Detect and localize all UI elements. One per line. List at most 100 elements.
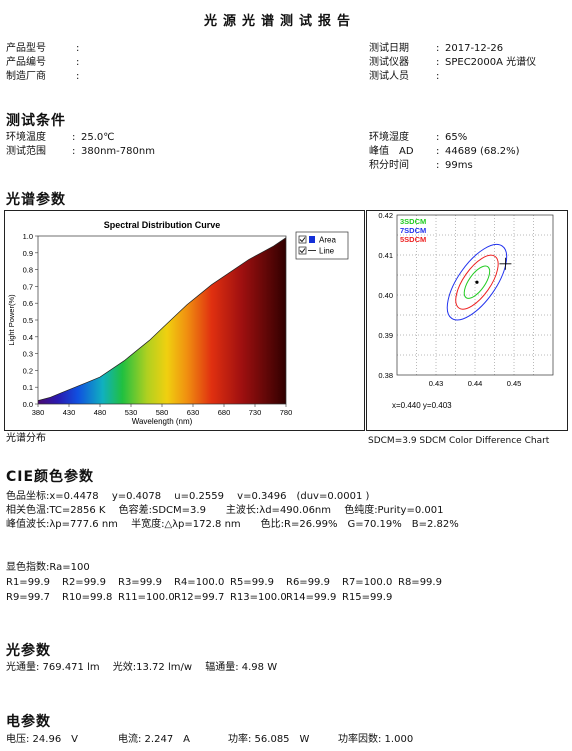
condition-label: 环境温度 bbox=[6, 132, 46, 143]
spd-y-axis-label: Light Power(%) bbox=[7, 294, 16, 346]
test-info-colon: : bbox=[436, 71, 440, 82]
condition-colon: : bbox=[436, 160, 440, 171]
spd-y-tick-label: 0.2 bbox=[23, 366, 33, 375]
cri-value: R3=99.9 bbox=[118, 577, 162, 588]
spd-y-tick-label: 1.0 bbox=[23, 232, 33, 241]
sdcm-x-tick-label: 0.45 bbox=[507, 379, 522, 388]
chromaticity-line: 色品坐标:x=0.4478 y=0.4078 u=0.2559 v=0.3496… bbox=[6, 491, 370, 502]
spectrum-area bbox=[38, 237, 286, 404]
cri-value: R10=99.8 bbox=[62, 592, 113, 603]
cri-value: R13=100.0 bbox=[230, 592, 287, 603]
peak-line: 峰值波长:λp=777.6 nm 半宽度:△λp=172.8 nm 色比:R=2… bbox=[6, 519, 459, 530]
sdcm-y-tick-label: 0.40 bbox=[378, 291, 393, 300]
spd-y-tick-label: 0.6 bbox=[23, 299, 33, 308]
spd-y-tick-label: 0.5 bbox=[23, 316, 33, 325]
spd-y-tick-label: 0.1 bbox=[23, 383, 33, 392]
condition-label: 环境湿度 bbox=[369, 132, 409, 143]
sdcm-caption: SDCM=3.9 SDCM Color Difference Chart bbox=[368, 436, 550, 446]
spd-y-tick-label: 0.9 bbox=[23, 249, 33, 258]
condition-value: 65% bbox=[445, 132, 468, 143]
electrical-value: 功率因数: 1.000 bbox=[338, 734, 414, 745]
conditions-heading: 测试条件 bbox=[6, 113, 66, 129]
sdcm-ellipse-7sdcm bbox=[446, 243, 508, 321]
spectral-distribution-chart: Spectral Distribution Curve 0.0 0.1 0.2 0.3 0… bbox=[7, 220, 349, 426]
sdcm-legend-label: 5SDCM bbox=[400, 235, 426, 244]
spectrum-caption: 光谱分布 bbox=[6, 433, 46, 444]
cri-value: R15=99.9 bbox=[342, 592, 393, 603]
product-info-colon: : bbox=[76, 43, 80, 54]
test-info-label: 测试日期 bbox=[369, 43, 409, 54]
cri-ra: 显色指数:Ra=100 bbox=[6, 562, 90, 573]
test-info-label: 测试仪器 bbox=[369, 57, 409, 68]
sdcm-legend-label: 3SDCM bbox=[400, 217, 426, 226]
condition-colon: : bbox=[72, 146, 76, 157]
sdcm-chart-panel: 0.42 0.41 0.40 0.39 0.38 0.43 0.44 0.45 3SDCM 7SD… bbox=[366, 210, 568, 431]
sdcm-plot-frame bbox=[396, 214, 554, 376]
cri-value: R4=100.0 bbox=[174, 577, 225, 588]
cri-value: R9=99.7 bbox=[6, 592, 50, 603]
checkmark-icon bbox=[299, 248, 306, 254]
spd-x-tick-label: 780 bbox=[280, 408, 293, 417]
cri-value: R5=99.9 bbox=[230, 577, 274, 588]
condition-colon: : bbox=[436, 146, 440, 157]
electrical-value: 电流: 2.247 A bbox=[118, 734, 191, 745]
legend-label: Line bbox=[319, 247, 335, 256]
product-info-colon: : bbox=[76, 71, 80, 82]
sdcm-ellipse-3sdcm bbox=[463, 265, 491, 299]
product-info-label: 制造厂商 bbox=[6, 71, 46, 82]
product-info-label: 产品编号 bbox=[6, 57, 46, 68]
test-info-value: 2017-12-26 bbox=[445, 43, 504, 54]
spectrum-line bbox=[37, 237, 287, 401]
sdcm-y-tick-label: 0.42 bbox=[378, 211, 393, 220]
condition-value: 380nm-780nm bbox=[81, 146, 155, 157]
spd-x-axis-label: Wavelength (nm) bbox=[132, 417, 193, 426]
condition-value: 44689 (68.2%) bbox=[445, 146, 520, 157]
condition-colon: : bbox=[436, 132, 440, 143]
checkmark-icon bbox=[299, 237, 306, 243]
condition-label: 测试范围 bbox=[6, 146, 46, 157]
spd-x-tick-label: 530 bbox=[125, 408, 138, 417]
spd-x-tick-label: 380 bbox=[32, 408, 45, 417]
spd-y-tick-label: 0.3 bbox=[23, 350, 33, 359]
cie-heading: CIE颜色参数 bbox=[6, 469, 95, 485]
cri-value: R2=99.9 bbox=[62, 577, 106, 588]
cri-value: R8=99.9 bbox=[398, 577, 442, 588]
condition-value: 25.0℃ bbox=[81, 132, 115, 143]
product-info-label: 产品型号 bbox=[6, 43, 46, 54]
legend-checkbox bbox=[298, 246, 307, 255]
sdcm-y-tick-label: 0.41 bbox=[378, 251, 393, 260]
spd-x-tick-label: 630 bbox=[187, 408, 200, 417]
optical-heading: 光参数 bbox=[6, 643, 51, 659]
spd-y-tick-label: 0.8 bbox=[23, 266, 33, 275]
cri-value: R12=99.7 bbox=[174, 592, 225, 603]
cri-value: R6=99.9 bbox=[286, 577, 330, 588]
cri-value: R1=99.9 bbox=[6, 577, 50, 588]
spd-x-tick-label: 480 bbox=[94, 408, 107, 417]
spd-title: Spectral Distribution Curve bbox=[104, 220, 221, 230]
cct-line: 相关色温:TC=2856 K 色容差:SDCM=3.9 主波长:λd=490.0… bbox=[6, 505, 444, 516]
cri-value: R11=100.0 bbox=[118, 592, 175, 603]
spd-x-tick-label: 430 bbox=[63, 408, 76, 417]
legend-label: Area bbox=[319, 236, 336, 245]
sdcm-measured-point bbox=[499, 257, 512, 270]
spectrum-chart-panel: Spectral Distribution Curve 0.0 0.1 0.2 0.3 0… bbox=[4, 210, 365, 431]
optical-line: 光通量: 769.471 lm 光效:13.72 lm/w 辐通量: 4.98 … bbox=[6, 662, 278, 673]
condition-label: 峰值 AD bbox=[369, 146, 414, 157]
sdcm-legend-label: 7SDCM bbox=[400, 226, 426, 235]
electrical-value: 电压: 24.96 V bbox=[6, 734, 79, 745]
sdcm-coordinate-readout: x=0.440 y=0.403 bbox=[392, 401, 452, 410]
report-title: 光源光谱测试报告 bbox=[204, 14, 357, 29]
cri-value: R14=99.9 bbox=[286, 592, 337, 603]
spd-y-tick-label: 0.7 bbox=[23, 282, 33, 291]
sdcm-y-tick-label: 0.39 bbox=[378, 331, 393, 340]
spd-x-tick-label: 730 bbox=[249, 408, 262, 417]
product-info-colon: : bbox=[76, 57, 80, 68]
cri-value: R7=100.0 bbox=[342, 577, 393, 588]
condition-label: 积分时间 bbox=[369, 160, 409, 171]
spd-y-tick-label: 0.0 bbox=[23, 400, 33, 409]
spd-y-tick-label: 0.4 bbox=[23, 333, 33, 342]
spd-x-tick-label: 580 bbox=[156, 408, 169, 417]
sdcm-target-point bbox=[475, 280, 479, 284]
test-info-label: 测试人员 bbox=[369, 71, 409, 82]
electrical-value: 功率: 56.085 W bbox=[228, 734, 310, 745]
